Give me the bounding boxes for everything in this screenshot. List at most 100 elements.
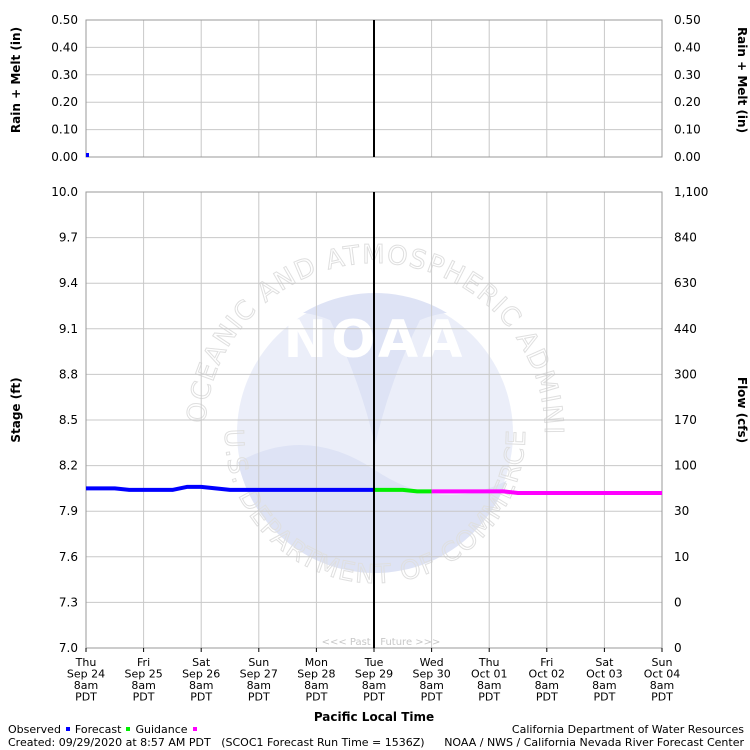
agency-line-2: NOAA / NWS / California Nevada River For…: [444, 736, 744, 749]
x-tick-label: 8am: [74, 679, 98, 692]
x-tick-label: Sun: [652, 656, 673, 669]
flow-tick-label: 840: [674, 231, 697, 245]
x-tick-label: PDT: [133, 691, 155, 704]
flow-tick-label: 0: [674, 595, 682, 609]
x-tick-label: Tue: [364, 656, 384, 669]
x-tick-label: 8am: [650, 679, 674, 692]
agency-line-1: California Department of Water Resources: [511, 723, 744, 736]
x-tick-label: Fri: [540, 656, 553, 669]
stage-tick-label: 9.7: [59, 231, 78, 245]
x-tick-label: Sep 29: [355, 668, 393, 681]
x-tick-label: PDT: [478, 691, 500, 704]
stage-axis-title: Stage (ft): [9, 377, 23, 442]
top-right-tick-label: 0.50: [674, 13, 701, 27]
top-left-tick-label: 0.30: [51, 68, 78, 82]
flow-tick-label: 300: [674, 367, 697, 381]
top-right-axis-title: Rain + Melt (in): [735, 27, 749, 133]
flow-tick-label: 100: [674, 459, 697, 473]
noaa-watermark: NOAA NATIONAL OCEANIC AND ATMOSPHERIC AD…: [0, 0, 567, 591]
top-right-tick-label: 0.10: [674, 123, 701, 137]
flow-tick-label: 10: [674, 550, 689, 564]
x-tick-label: 8am: [189, 679, 213, 692]
flow-axis-title: Flow (cfs): [735, 377, 749, 443]
top-left-tick-label: 0.50: [51, 13, 78, 27]
flow-tick-label: 630: [674, 276, 697, 290]
x-tick-label: PDT: [305, 691, 327, 704]
x-tick-label: 8am: [592, 679, 616, 692]
stage-tick-label: 8.8: [59, 367, 78, 381]
precip-observed-point: [86, 153, 89, 157]
flow-tick-label: 1,100: [674, 185, 708, 199]
legend-guidance-swatch: [192, 727, 197, 731]
stage-tick-label: 7.9: [59, 504, 78, 518]
x-tick-label: Thu: [75, 656, 97, 669]
x-axis-title: Pacific Local Time: [314, 710, 434, 724]
x-tick-label: PDT: [363, 691, 385, 704]
bottom-panel-series: [86, 484, 662, 495]
x-tick-label: Oct 02: [529, 668, 566, 681]
x-tick-label: Oct 01: [471, 668, 508, 681]
stage-series-forecast: [374, 487, 432, 494]
legend-forecast-label: Forecast: [74, 723, 122, 736]
x-tick-label: Thu: [478, 656, 500, 669]
past-future-label: <<< Past Future >>>: [322, 637, 441, 648]
stage-tick-label: 9.1: [59, 322, 78, 336]
flow-tick-label: 440: [674, 322, 697, 336]
x-tick-label: Oct 03: [586, 668, 623, 681]
legend-forecast-swatch: [126, 727, 131, 731]
legend-observed-label: Observed: [8, 723, 61, 736]
legend-guidance-label: Guidance: [135, 723, 188, 736]
x-tick-label: 8am: [419, 679, 443, 692]
top-panel-ticks: 0.50 0.50 0.40 0.40 0.30 0.30 0.20 0.20 0.10 0.10…: [51, 13, 700, 164]
stage-tick-label: 7.3: [59, 595, 78, 609]
x-tick-label: 8am: [535, 679, 559, 692]
stage-tick-label: 9.4: [59, 276, 78, 290]
x-tick-label: Sep 25: [124, 668, 162, 681]
top-right-tick-label: 0.30: [674, 68, 701, 82]
created-timestamp: Created: 09/29/2020 at 8:57 AM PDT (SCOC…: [8, 736, 425, 749]
flow-tick-label: 30: [674, 504, 689, 518]
x-tick-label: Sat: [595, 656, 614, 669]
top-right-tick-label: 0.00: [674, 150, 701, 164]
legend-observed-swatch: [65, 727, 70, 731]
stage-tick-label: 8.2: [59, 459, 78, 473]
stage-tick-label: 10.0: [51, 185, 78, 199]
top-left-tick-label: 0.10: [51, 123, 78, 137]
x-tick-label: Sep 26: [182, 668, 220, 681]
x-tick-label: PDT: [75, 691, 97, 704]
x-tick-label: Fri: [137, 656, 150, 669]
top-right-tick-label: 0.20: [674, 95, 701, 109]
x-tick-label: Wed: [420, 656, 444, 669]
x-tick-label: Sun: [248, 656, 269, 669]
x-tick-label: Sat: [192, 656, 211, 669]
top-left-tick-label: 0.20: [51, 95, 78, 109]
x-tick-label: 8am: [304, 679, 328, 692]
top-left-tick-label: 0.00: [51, 150, 78, 164]
x-tick-label: PDT: [248, 691, 270, 704]
x-tick-label: 8am: [477, 679, 501, 692]
x-tick-label: Oct 04: [644, 668, 681, 681]
flow-tick-label: 170: [674, 413, 697, 427]
x-tick-label: PDT: [190, 691, 212, 704]
x-tick-label: 8am: [247, 679, 271, 692]
x-tick-label: Mon: [305, 656, 328, 669]
x-tick-label: 8am: [131, 679, 155, 692]
x-tick-label: Sep 28: [297, 668, 335, 681]
stage-series-guidance: [431, 489, 662, 495]
flow-tick-label: 0: [674, 641, 682, 655]
legend: Observed Forecast Guidance: [8, 723, 202, 736]
x-tick-label: PDT: [651, 691, 673, 704]
stage-tick-label: 7.6: [59, 550, 78, 564]
x-tick-label: Sep 27: [240, 668, 278, 681]
top-left-tick-label: 0.40: [51, 40, 78, 54]
stage-tick-label: 7.0: [59, 641, 78, 655]
stage-series-observed: [86, 484, 374, 492]
top-right-tick-label: 0.40: [674, 40, 701, 54]
x-tick-label: PDT: [421, 691, 443, 704]
stage-tick-label: 8.5: [59, 413, 78, 427]
x-tick-label: PDT: [536, 691, 558, 704]
top-left-axis-title: Rain + Melt (in): [9, 27, 23, 133]
